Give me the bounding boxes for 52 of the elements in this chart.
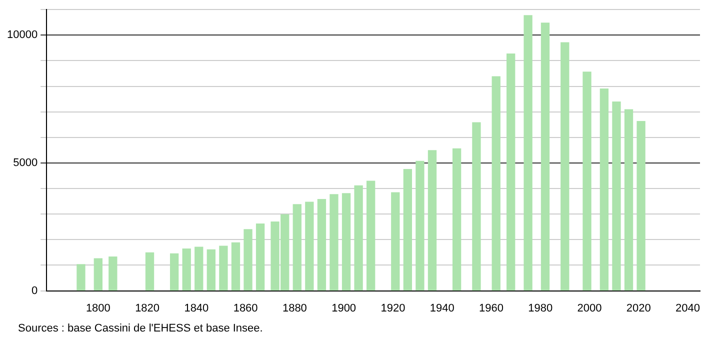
bar <box>194 246 204 291</box>
bar <box>612 102 621 291</box>
bar <box>256 223 265 291</box>
bar <box>582 72 592 291</box>
x-tick-label: 1800 <box>86 302 110 314</box>
x-tick-label: 1920 <box>380 302 406 314</box>
source-note: Sources : base Cassini de l'EHESS et base Insee. <box>18 322 263 335</box>
bar <box>145 252 154 291</box>
y-tick-label: 0 <box>31 284 38 297</box>
bar <box>354 185 363 291</box>
x-tick-label: 2020 <box>626 302 651 314</box>
bar <box>624 109 634 291</box>
x-tick-label: 1960 <box>478 302 504 314</box>
bar <box>317 198 326 291</box>
bar <box>428 150 437 291</box>
bar <box>305 202 314 291</box>
bar <box>391 192 400 291</box>
bar <box>292 204 302 291</box>
bar <box>182 248 191 291</box>
bar <box>170 253 179 291</box>
bar <box>366 180 376 291</box>
bar <box>472 122 481 291</box>
x-tick-label: 1860 <box>233 302 258 314</box>
bar <box>492 76 500 291</box>
bar <box>94 258 103 291</box>
y-tick-label: 10000 <box>6 29 38 42</box>
x-tick-label: 1820 <box>135 302 160 314</box>
bar <box>403 169 412 291</box>
bar <box>600 88 609 291</box>
bar <box>540 22 550 291</box>
x-tick-label: 1880 <box>282 302 307 314</box>
bar <box>76 264 86 291</box>
bar <box>219 246 228 291</box>
bar <box>636 120 646 291</box>
bar <box>108 256 118 291</box>
x-tick-label: 2000 <box>577 302 602 314</box>
bar <box>244 229 252 291</box>
x-tick-label: 1900 <box>332 302 356 314</box>
bar <box>330 194 338 291</box>
bar <box>452 148 462 291</box>
bar <box>231 242 240 291</box>
bar <box>560 42 570 291</box>
x-tick-label: 1980 <box>528 302 553 314</box>
y-tick-label: 5000 <box>13 157 38 170</box>
bar <box>416 160 424 291</box>
x-tick-label: 1940 <box>430 302 454 314</box>
bar <box>506 53 516 291</box>
bar <box>206 249 216 291</box>
bar <box>342 193 351 291</box>
x-tick-label: 2040 <box>675 302 700 314</box>
bar <box>524 15 532 291</box>
x-tick-label: 1840 <box>184 302 209 314</box>
